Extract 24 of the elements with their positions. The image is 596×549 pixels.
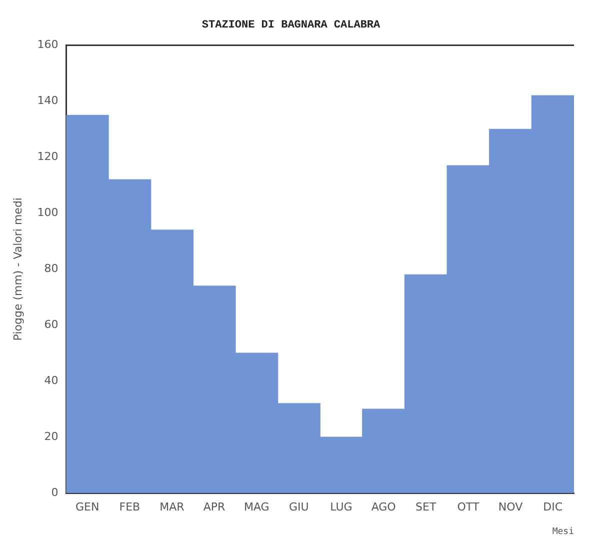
y-tick-label: 80 xyxy=(44,262,58,275)
y-tick-label: 60 xyxy=(44,318,58,331)
y-tick-label: 100 xyxy=(37,206,58,219)
y-tick-label: 140 xyxy=(37,94,58,108)
y-tick-label: 0 xyxy=(51,486,58,499)
x-tick-label: DIC xyxy=(543,500,563,514)
x-tick-label: MAG xyxy=(244,500,270,514)
chart-title: STAZIONE DI BAGNARA CALABRA xyxy=(202,19,381,32)
x-tick-label: OTT xyxy=(457,500,480,514)
y-tick-label: 20 xyxy=(44,430,58,443)
x-tick-label: MAR xyxy=(160,500,185,514)
y-tick-label: 120 xyxy=(37,150,58,164)
x-tick-label: FEB xyxy=(119,500,140,514)
x-axis-title: Mesi xyxy=(552,526,574,537)
x-tick-label: LUG xyxy=(330,500,352,514)
x-tick-label: GEN xyxy=(76,500,100,514)
x-tick-label: GIU xyxy=(289,500,309,514)
y-axis-title: Piogge (mm) - Valori medi xyxy=(11,198,24,341)
x-tick-label: AGO xyxy=(371,500,396,514)
x-tick-label: NOV xyxy=(498,500,524,514)
y-tick-label: 160 xyxy=(37,38,58,52)
x-tick-label: SET xyxy=(416,500,436,514)
x-tick-label: APR xyxy=(203,500,226,514)
y-tick-label: 40 xyxy=(44,374,58,387)
